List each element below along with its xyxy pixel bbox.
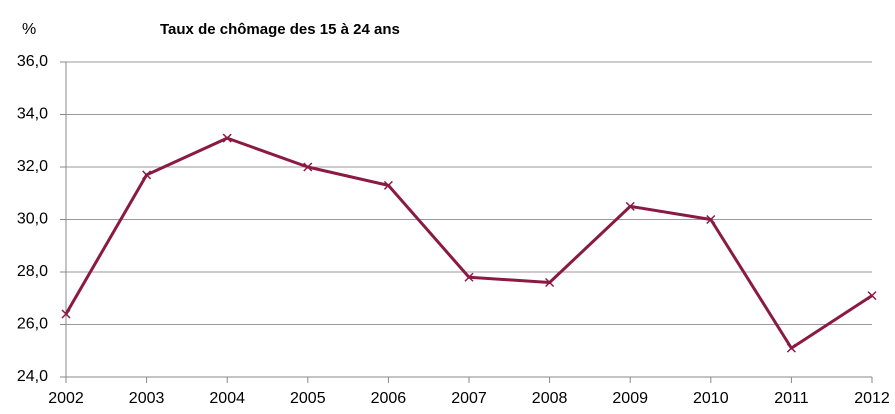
x-tick-label: 2005 (290, 390, 326, 407)
x-tick-label: 2009 (612, 390, 648, 407)
point-marker (222, 133, 232, 143)
point-marker (625, 201, 635, 211)
point-marker (464, 272, 474, 282)
point-marker (383, 180, 393, 190)
y-tick-label: 30,0 (17, 211, 48, 228)
point-marker (142, 170, 152, 180)
x-tick-label: 2012 (854, 390, 890, 407)
y-tick-label: 24,0 (17, 368, 48, 385)
point-marker (61, 309, 71, 319)
x-tick-label: 2004 (209, 390, 245, 407)
point-marker (867, 291, 877, 301)
x-tick-label: 2006 (371, 390, 407, 407)
x-tick-label: 2011 (774, 390, 809, 407)
point-marker (706, 214, 716, 225)
y-tick-label: 36,0 (17, 53, 48, 70)
point-marker (786, 343, 796, 353)
x-tick-label: 2002 (48, 390, 84, 407)
y-tick-label: 26,0 (17, 316, 48, 333)
chart-title: Taux de chômage des 15 à 24 ans (160, 21, 400, 38)
x-tick-label: 2003 (129, 390, 165, 407)
series-line (64, 136, 873, 350)
y-tick-label: 28,0 (17, 263, 48, 280)
y-tick-label: 34,0 (17, 106, 48, 123)
x-tick-label: 2010 (693, 390, 729, 407)
y-tick-label: 32,0 (17, 158, 48, 175)
x-tick-label: 2007 (451, 390, 487, 407)
x-tick-label: 2008 (532, 390, 568, 407)
point-marker (545, 277, 555, 288)
y-axis-label: % (22, 21, 36, 38)
point-marker (303, 162, 313, 172)
